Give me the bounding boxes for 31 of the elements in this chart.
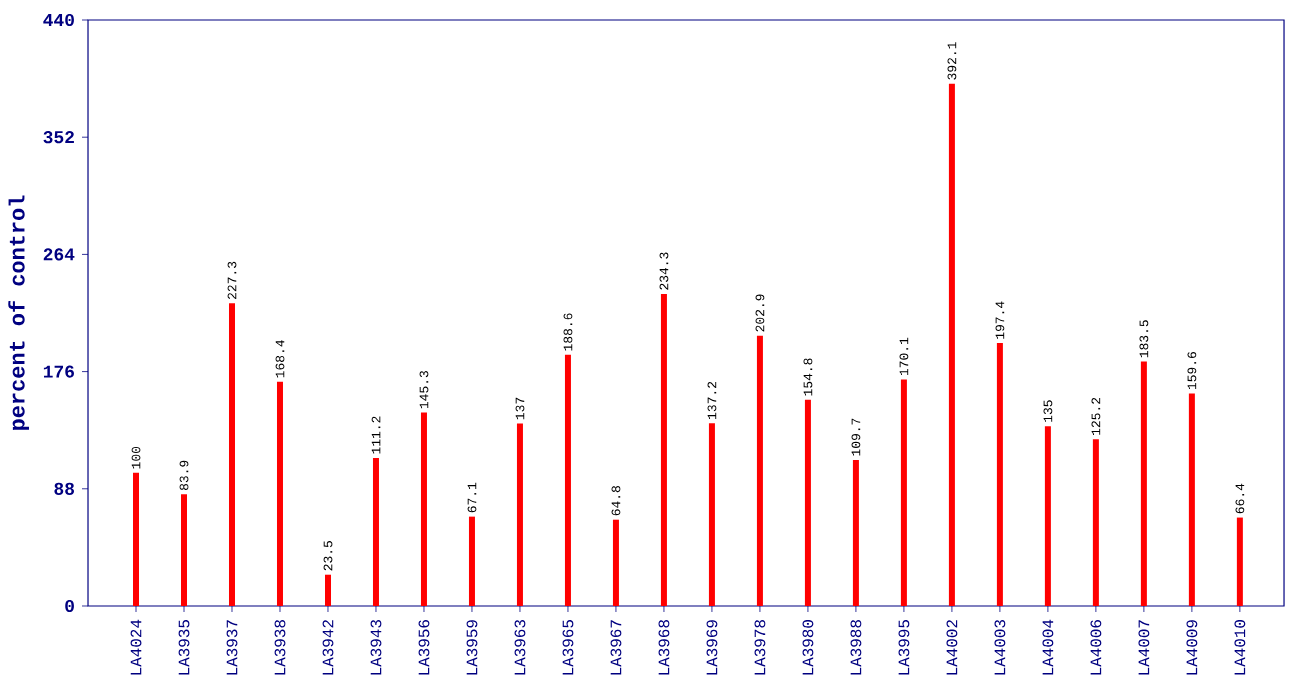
bar — [516, 423, 523, 606]
bar — [660, 293, 667, 606]
bar — [1044, 426, 1051, 606]
bar — [324, 574, 331, 606]
y-tick-label: 0 — [65, 599, 74, 613]
bar — [1188, 393, 1195, 606]
bar — [996, 343, 1003, 606]
y-axis-title: percent of control — [8, 195, 29, 430]
bar — [708, 423, 715, 606]
bar — [1140, 361, 1147, 606]
bar — [420, 412, 427, 606]
bar — [468, 516, 475, 606]
y-tick-label: 176 — [43, 365, 74, 378]
y-tick-label: 440 — [43, 13, 74, 27]
bar — [900, 379, 907, 606]
bar — [804, 399, 811, 606]
y-tick-label: 264 — [43, 248, 75, 261]
bar — [1236, 517, 1243, 606]
bar — [181, 494, 187, 606]
bar — [756, 335, 763, 606]
bar — [612, 519, 619, 606]
bar — [372, 457, 379, 606]
y-tick-label: 352 — [43, 131, 74, 144]
bar — [1092, 439, 1099, 606]
bar — [948, 83, 955, 606]
y-tick-label: 88 — [54, 482, 75, 495]
bar — [564, 354, 571, 606]
bar — [228, 303, 235, 606]
bar — [276, 381, 283, 606]
bar — [852, 459, 859, 606]
bar — [133, 472, 139, 606]
